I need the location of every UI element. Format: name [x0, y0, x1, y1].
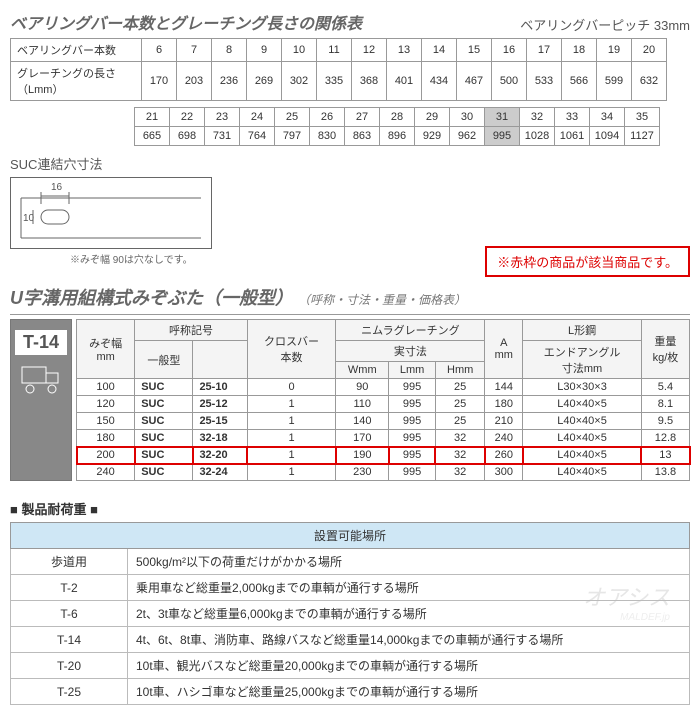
table-row: T-2乗用車など総重量2,000kgまでの車輌が通行する場所 [11, 575, 690, 601]
spec-tbody: 100SUC25-1009099525144L30×30×35.4120SUC2… [77, 379, 690, 481]
load-title: ■ 製品耐荷重 ■ [10, 499, 690, 518]
cell: 797 [275, 127, 310, 146]
cell: 1094 [590, 127, 625, 146]
cell: 302 [282, 62, 317, 101]
cell: 14 [422, 39, 457, 62]
cell: 401 [387, 62, 422, 101]
cell: 533 [527, 62, 562, 101]
table-row: 150SUC25-15114099525210L40×40×59.5 [77, 413, 690, 430]
cell: 28 [380, 108, 415, 127]
cell: 665 [135, 127, 170, 146]
cell: 896 [380, 127, 415, 146]
cell: 434 [422, 62, 457, 101]
cell: 27 [345, 108, 380, 127]
cell: 24 [240, 108, 275, 127]
cell: 962 [450, 127, 485, 146]
cell: 34 [590, 108, 625, 127]
cell: 203 [177, 62, 212, 101]
table-row: 100SUC25-1009099525144L30×30×35.4 [77, 379, 690, 396]
cell: 170 [142, 62, 177, 101]
cell: 18 [562, 39, 597, 62]
cell: 7 [177, 39, 212, 62]
t-class: T-14 [15, 330, 67, 355]
cell: 599 [597, 62, 632, 101]
table-row: 歩道用500kg/m²以下の荷重だけがかかる場所 [11, 549, 690, 575]
cell: 35 [625, 108, 660, 127]
cell: 20 [632, 39, 667, 62]
spec-thead: みぞ幅mm呼称記号クロスバー本数ニムラグレーチングAmmL形鋼重量kg/枚一般型… [77, 320, 690, 379]
cell: 11 [317, 39, 352, 62]
t-badge: T-14 [10, 319, 72, 481]
cell: 13 [387, 39, 422, 62]
cell: 12 [352, 39, 387, 62]
cell: 698 [170, 127, 205, 146]
cell: 25 [275, 108, 310, 127]
cell: 31 [485, 108, 520, 127]
cell: 19 [597, 39, 632, 62]
cell: 995 [485, 127, 520, 146]
table-row: 200SUC32-20119099532260L40×40×513 [77, 447, 690, 464]
header-row: ベアリングバー本数とグレーチング長さの関係表 ベアリングバーピッチ 33mm [10, 10, 690, 34]
table-row: 240SUC32-24123099532300L40×40×513.8 [77, 464, 690, 481]
cell: 335 [317, 62, 352, 101]
cell: 26 [310, 108, 345, 127]
red-note: ※赤枠の商品が該当商品です。 [485, 246, 690, 277]
table-row: T-144t、6t、8t車、消防車、路線バスなど総重量14,000kgまでの車輌… [11, 627, 690, 653]
table-row: T-62t、3t車など総重量6,000kgまでの車輌が通行する場所 [11, 601, 690, 627]
spec-table: みぞ幅mm呼称記号クロスバー本数ニムラグレーチングAmmL形鋼重量kg/枚一般型… [76, 319, 690, 481]
cell: 830 [310, 127, 345, 146]
cell: 8 [212, 39, 247, 62]
cell: 33 [555, 108, 590, 127]
row-label: ベアリングバー本数 [11, 39, 142, 62]
table-row: 180SUC32-18117099532240L40×40×512.8 [77, 430, 690, 447]
relation-table-bottom: 2122232425262728293031323334356656987317… [134, 107, 660, 146]
row-label: グレーチングの長さ（Lmm） [11, 62, 142, 101]
cell: 29 [415, 108, 450, 127]
table-row: T-2010t車、観光バスなど総重量20,000kgまでの車輌が通行する場所 [11, 653, 690, 679]
cell: 863 [345, 127, 380, 146]
cell: 22 [170, 108, 205, 127]
section2-subtitle: （呼称・寸法・重量・価格表） [298, 293, 466, 307]
table-row: T-2510t車、ハシゴ車など総重量25,000kgまでの車輌が通行する場所 [11, 679, 690, 705]
spec-wrap: T-14 みぞ幅mm呼称記号クロスバー本数ニムラグレーチングAmmL形鋼重量kg… [10, 319, 690, 481]
cell: 15 [457, 39, 492, 62]
cell: 1061 [555, 127, 590, 146]
suc-svg: 16 10 [11, 178, 211, 248]
cell: 236 [212, 62, 247, 101]
table-row: 120SUC25-12111099525180L40×40×58.1 [77, 396, 690, 413]
load-caption: 設置可能場所 [11, 523, 690, 549]
suc-diagram: 16 10 [10, 177, 212, 249]
cell: 6 [142, 39, 177, 62]
cell: 1028 [520, 127, 555, 146]
cell: 9 [247, 39, 282, 62]
cell: 731 [205, 127, 240, 146]
cell: 368 [352, 62, 387, 101]
cell: 30 [450, 108, 485, 127]
dim-h: 10 [23, 213, 35, 224]
dim-w: 16 [51, 182, 63, 193]
cell: 764 [240, 127, 275, 146]
pitch-label: ベアリングバーピッチ 33mm [520, 15, 690, 34]
cell: 929 [415, 127, 450, 146]
load-table: 設置可能場所 歩道用500kg/m²以下の荷重だけがかかる場所T-2乗用車など総… [10, 522, 690, 705]
cell: 21 [135, 108, 170, 127]
cell: 632 [632, 62, 667, 101]
cell: 467 [457, 62, 492, 101]
cell: 32 [520, 108, 555, 127]
suc-title: SUC連結穴寸法 [10, 154, 690, 173]
cell: 17 [527, 39, 562, 62]
section2-title: U字溝用組構式みぞぶた（一般型） （呼称・寸法・重量・価格表） [10, 284, 690, 315]
page-title: ベアリングバー本数とグレーチング長さの関係表 [10, 10, 362, 34]
cell: 1127 [625, 127, 660, 146]
cell: 10 [282, 39, 317, 62]
cell: 269 [247, 62, 282, 101]
truck-icon [18, 361, 64, 401]
cell: 16 [492, 39, 527, 62]
relation-table-top: ベアリングバー本数67891011121314151617181920 グレーチ… [10, 38, 667, 101]
cell: 500 [492, 62, 527, 101]
cell: 566 [562, 62, 597, 101]
cell: 23 [205, 108, 240, 127]
